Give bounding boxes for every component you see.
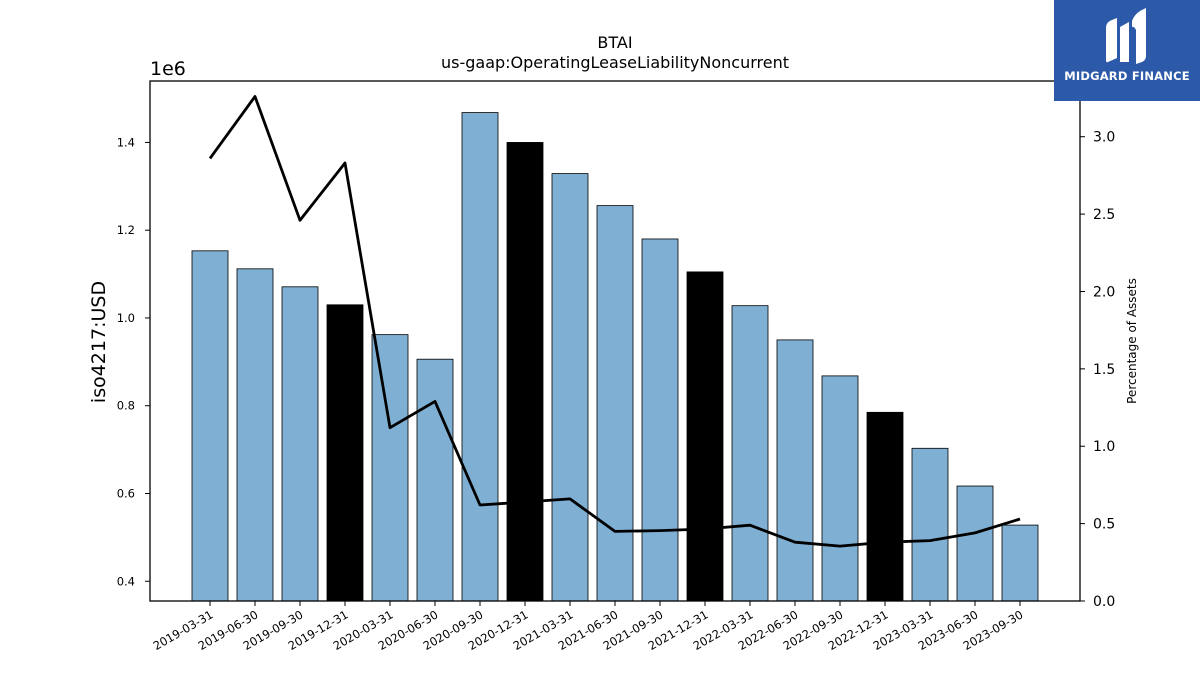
line-group xyxy=(208,95,1021,548)
y2-axis-label: Percentage of Assets xyxy=(1125,278,1139,404)
chart-title: BTAI xyxy=(597,33,632,52)
y2-tick-label: 2.0 xyxy=(1093,284,1115,300)
y2-tick-label: 0.0 xyxy=(1093,594,1115,610)
bar xyxy=(1001,524,1039,602)
bars-group xyxy=(191,112,1039,602)
bar xyxy=(281,286,319,602)
y2-tick-label: 3.0 xyxy=(1093,130,1115,146)
bar xyxy=(686,271,724,602)
x-ticks: 2019-03-312019-06-302019-09-302019-12-31… xyxy=(151,601,1026,653)
y-tick-label: 0.6 xyxy=(117,486,135,500)
bar xyxy=(641,238,679,602)
y2-tick-label: 1.5 xyxy=(1093,362,1115,378)
bar xyxy=(821,375,859,602)
bar xyxy=(551,173,589,602)
brand-logo: MIDGARD FINANCE xyxy=(1054,0,1200,101)
bar xyxy=(416,358,454,602)
bar xyxy=(911,447,949,602)
y2-tick-label: 0.5 xyxy=(1093,517,1115,533)
plot-frame xyxy=(149,80,1081,602)
y2-tick-label: 2.5 xyxy=(1093,207,1115,223)
y-tick-label: 0.8 xyxy=(117,399,135,413)
bar xyxy=(191,250,229,602)
bar xyxy=(326,304,364,602)
y-ticks: 0.4 0.6 0.8 1.0 1.2 1.4 xyxy=(117,135,150,588)
y-tick-label: 1.2 xyxy=(117,223,135,237)
y-tick-label: 0.4 xyxy=(117,574,135,588)
y-axis-label: iso4217:USD xyxy=(88,281,110,403)
bar xyxy=(236,268,274,602)
logo-mark-icon xyxy=(1106,8,1146,64)
bar xyxy=(461,112,499,602)
percentage-line xyxy=(208,95,1021,548)
y2-tick-label: 1.0 xyxy=(1093,439,1115,455)
bar xyxy=(956,485,994,602)
logo-text: MIDGARD FINANCE xyxy=(1064,69,1190,83)
y2-ticks: 0.0 0.5 1.0 1.5 2.0 2.5 3.0 xyxy=(1080,130,1115,610)
bar xyxy=(731,305,769,602)
bar xyxy=(371,334,409,602)
bar xyxy=(776,339,814,602)
y-tick-label: 1.4 xyxy=(117,135,135,149)
y-offset-label: 1e6 xyxy=(150,58,186,80)
bar xyxy=(596,205,634,602)
bar xyxy=(506,142,544,602)
bar xyxy=(866,411,904,602)
chart-subtitle: us-gaap:OperatingLeaseLiabilityNoncurren… xyxy=(441,53,789,72)
y-tick-label: 1.0 xyxy=(117,311,135,325)
